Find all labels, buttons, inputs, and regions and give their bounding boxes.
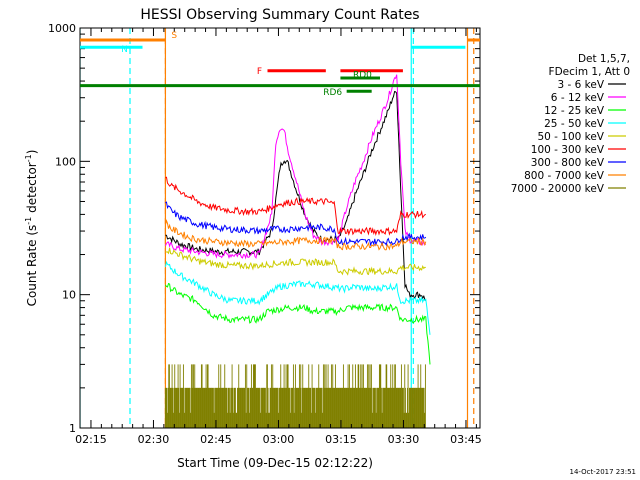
state-bar-label: RD6 bbox=[323, 88, 342, 98]
footer-timestamp: 14-Oct-2017 23:51 bbox=[570, 468, 636, 476]
x-tick-label: 02:15 bbox=[75, 433, 107, 446]
y-tick-label: 1000 bbox=[48, 22, 76, 35]
state-bar-label: RD0 bbox=[353, 71, 372, 81]
x-axis: 02:15 02:30 02:45 03:00 03:15 03:30 03:45 bbox=[75, 28, 482, 446]
x-tick-label: 03:45 bbox=[450, 433, 482, 446]
legend-label: 3 - 6 keV bbox=[557, 79, 604, 91]
x-tick-label: 03:30 bbox=[388, 433, 420, 446]
y-axis: 1 10 100 1000 bbox=[48, 22, 480, 435]
legend-label: 800 - 7000 keV bbox=[524, 170, 605, 182]
series-3-6-kev bbox=[165, 90, 427, 302]
x-tick-label: 02:30 bbox=[138, 433, 170, 446]
legend-label: 12 - 25 keV bbox=[544, 105, 605, 117]
legend-label: 50 - 100 keV bbox=[537, 131, 604, 143]
state-bar-label: N bbox=[121, 45, 128, 55]
x-tick-label: 02:45 bbox=[200, 433, 232, 446]
plot-frame bbox=[79, 27, 481, 429]
series-25-50-kev bbox=[164, 260, 431, 335]
legend-label: 6 - 12 keV bbox=[551, 92, 605, 104]
legend-label: 100 - 300 keV bbox=[531, 144, 605, 156]
y-axis-label: Count Rate (s-1 detector-1) bbox=[24, 150, 39, 307]
y-tick-label: 100 bbox=[55, 155, 76, 168]
y-tick-label: 10 bbox=[62, 289, 76, 302]
series-12-25-kev bbox=[164, 282, 431, 365]
series-50-100-kev bbox=[165, 247, 426, 276]
state-bar-label: S bbox=[171, 31, 177, 41]
legend-label: 7000 - 20000 keV bbox=[511, 183, 605, 195]
legend-header: Det 1,5,7, bbox=[578, 53, 630, 65]
series-6-12-kev bbox=[164, 74, 427, 260]
chart-title: HESSI Observing Summary Count Rates bbox=[140, 7, 419, 23]
series-100-300-kev bbox=[165, 176, 426, 236]
x-axis-label: Start Time (09-Dec-15 02:12:22) bbox=[177, 456, 373, 470]
legend-header: FDecim 1, Att 0 bbox=[549, 66, 630, 78]
y-tick-label: 1 bbox=[69, 422, 76, 435]
legend-label: 25 - 50 keV bbox=[544, 118, 605, 130]
x-tick-label: 03:15 bbox=[325, 433, 357, 446]
series-800-7000-kev bbox=[164, 219, 427, 251]
state-bar-label: F bbox=[257, 67, 262, 77]
legend-label: 300 - 800 keV bbox=[531, 157, 605, 169]
state-bars: S N F RD0 RD6 bbox=[80, 31, 480, 98]
x-tick-label: 03:00 bbox=[263, 433, 295, 446]
